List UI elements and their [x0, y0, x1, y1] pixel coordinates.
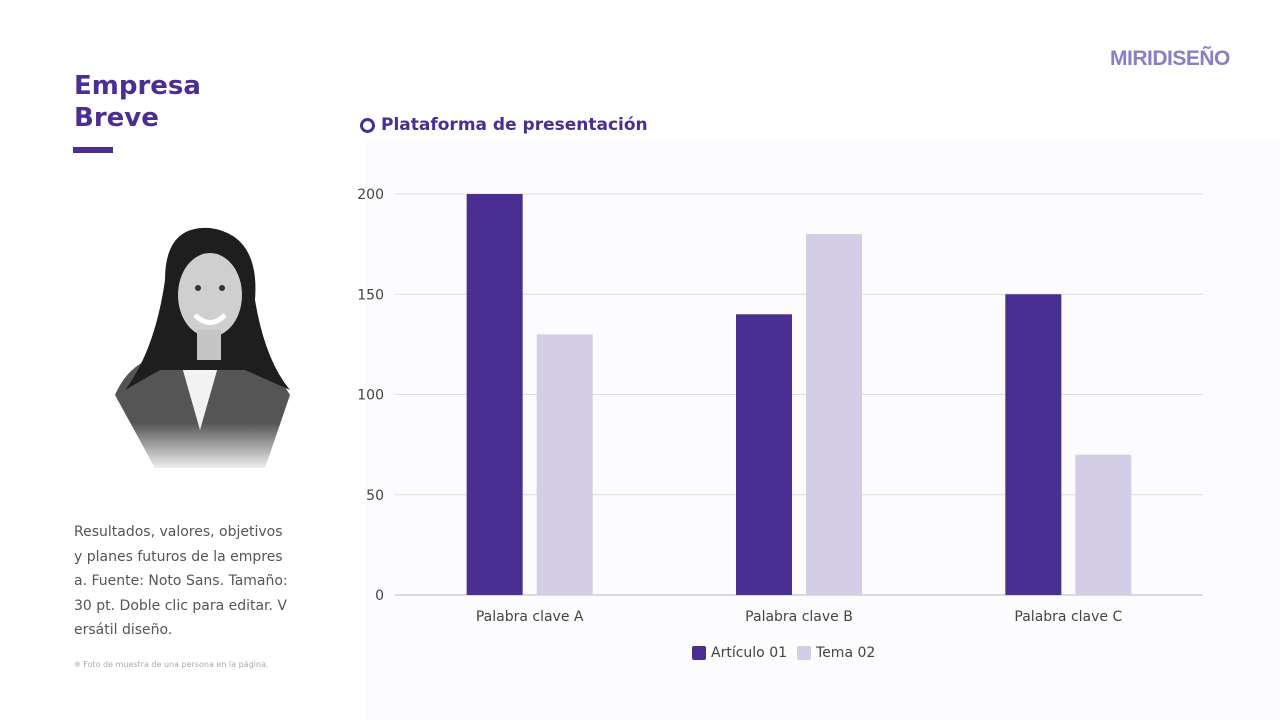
chart-title: Plataforma de presentación — [360, 115, 648, 135]
y-tick-label: 0 — [375, 588, 384, 604]
legend-swatch-series-2 — [797, 646, 812, 660]
title-line-2: Breve — [74, 103, 159, 133]
y-tick-label: 150 — [357, 287, 384, 303]
brand-logo: MIRIDISEÑO — [1110, 47, 1230, 70]
legend-item-series-1: Artículo 01 — [692, 645, 787, 661]
bar-2-1 — [536, 334, 593, 595]
y-tick-label: 100 — [357, 388, 384, 404]
legend-item-series-2: Tema 02 — [797, 645, 875, 661]
legend-swatch-series-1 — [692, 646, 706, 660]
bar-2-3 — [1075, 454, 1132, 595]
bar-1-1 — [466, 194, 523, 595]
legend-label-series-2: Tema 02 — [816, 645, 876, 661]
person-photo — [115, 227, 290, 468]
y-tick-label: 200 — [357, 187, 384, 203]
title-line-1: Empresa — [74, 71, 201, 101]
photo-note: ※ Foto de muestra de una persona en la p… — [74, 660, 269, 669]
chart-legend: Artículo 01 Tema 02 — [692, 645, 875, 661]
y-tick-label: 50 — [366, 488, 384, 504]
bar-1-2 — [736, 314, 792, 595]
title-underline — [73, 147, 113, 153]
chart-title-text: Plataforma de presentación — [381, 115, 648, 135]
bar-2-2 — [806, 234, 862, 595]
bar-1-3 — [1005, 294, 1062, 595]
company-description: Resultados, valores, objetivos y planes … — [74, 524, 288, 638]
x-tick-label: Palabra clave B — [745, 609, 853, 625]
x-tick-label: Palabra clave A — [476, 609, 584, 625]
legend-label-series-1: Artículo 01 — [711, 645, 788, 661]
circle-bullet-icon — [360, 117, 375, 133]
x-tick-label: Palabra clave C — [1014, 609, 1122, 625]
page-title: Empresa Breve — [74, 70, 201, 134]
